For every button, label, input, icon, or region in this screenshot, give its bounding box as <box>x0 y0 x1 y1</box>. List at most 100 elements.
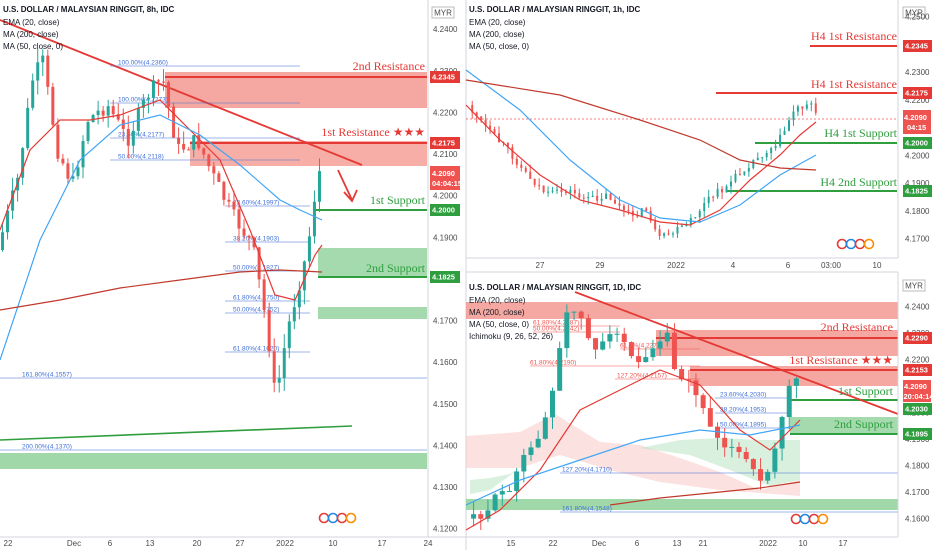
p3-candle <box>615 334 620 335</box>
p1-candle <box>318 171 321 202</box>
p2-candle <box>520 165 522 168</box>
undefined-x-tick: 17 <box>378 539 387 548</box>
p1-candle <box>288 321 291 348</box>
p3-r2-price-tag: 4.2290 <box>905 334 928 343</box>
p1-candle <box>283 348 286 378</box>
p1-candle <box>237 209 240 228</box>
p3-candle <box>665 333 670 342</box>
p3-candle <box>550 391 555 418</box>
p1-candle <box>102 111 105 116</box>
level-label-1h-4: H4 2nd Support <box>820 175 897 189</box>
p1-y-tick: 4.1200 <box>433 525 458 534</box>
p3-candle <box>780 417 785 449</box>
p3-candle <box>758 469 763 481</box>
level-label-1h-3: H4 1st Support <box>824 126 897 140</box>
panel-1d[interactable]: 61.80%(4.2387)50.00%(4.2342)61.8%(4.2273… <box>466 272 932 550</box>
p1-fib-label: 61.80%(4.1620) <box>233 346 279 353</box>
panel-1h[interactable]: H4 1st Resistance H4 1st Resistance H4 1… <box>466 0 932 272</box>
indicator-1h-3: MA (50, close, 0) <box>469 42 529 51</box>
p2-candle <box>494 129 496 133</box>
p2-candle <box>569 190 571 193</box>
p2-candle <box>627 210 629 211</box>
undefined-x-tick: 2022 <box>759 539 777 548</box>
indicator-1d-1: EMA (20, close) <box>469 296 526 305</box>
p1-y-tick: 4.1400 <box>433 441 458 450</box>
p3-candle <box>607 334 612 341</box>
panel-8h[interactable]: 100.00%(4.2360)100.00%(4.2273)23.60%(4.2… <box>0 0 466 548</box>
undefined-x-tick: 6 <box>108 539 113 548</box>
p1-candle <box>313 202 316 237</box>
p3-y-tick: 4.2400 <box>905 302 930 311</box>
p1-s2-price-tag: 4.1825 <box>432 273 455 282</box>
forecast-arrow <box>338 170 357 201</box>
p1-candle <box>147 98 150 100</box>
svg-text:MYR: MYR <box>434 9 452 18</box>
p1-candle <box>202 148 205 154</box>
undefined-x-tick: 22 <box>549 539 558 548</box>
undefined-x-tick: 6 <box>786 261 791 270</box>
indicator-1d-3: MA (50, close, 0) <box>469 320 529 329</box>
p3-r1-price-tag: 4.2153 <box>905 366 928 375</box>
p3-fib-label: 50.00%(4.1895) <box>720 422 766 429</box>
p2-candle <box>659 229 661 236</box>
p3-candle <box>579 312 584 318</box>
p2-candle <box>801 106 803 108</box>
event-flag-icon <box>801 515 810 524</box>
title-1h: U.S. DOLLAR / MALAYSIAN RINGGIT, 1h, IDC <box>469 5 640 14</box>
p1-candle <box>162 82 165 83</box>
undefined-x-tick: 2022 <box>276 539 294 548</box>
p3-candle <box>772 449 777 472</box>
p1-candle <box>248 236 251 238</box>
level-label-8h-r1: 1st Resistance ★★★ <box>321 125 425 139</box>
p1-candle <box>112 106 115 114</box>
p2-candle <box>605 194 607 199</box>
undefined-x-tick: 13 <box>673 539 682 548</box>
undefined-x-tick: 27 <box>236 539 245 548</box>
p1-candle <box>1 232 4 250</box>
p1-candle <box>137 108 140 131</box>
p3-fib-label: 23.60%(4.2030) <box>720 392 766 399</box>
indicator-8h-1: EMA (20, close) <box>3 18 60 27</box>
p2-candle <box>511 147 513 159</box>
p2-candle <box>721 189 723 192</box>
p3-candle <box>557 348 562 391</box>
p2-candle <box>668 233 670 234</box>
p2-candle <box>525 168 527 172</box>
p1-candle <box>227 200 230 202</box>
undefined-x-tick: 15 <box>507 539 516 548</box>
p1-fib-label: 50.00%(4.1752) <box>233 307 279 314</box>
p2-l2-price-tag: 4.2175 <box>905 89 928 98</box>
p3-candle <box>600 341 605 349</box>
p1-fib-label: 200.00%(4.1370) <box>22 444 72 451</box>
undefined-x-tick: 6 <box>635 539 640 548</box>
level-label-1d-s1: 1st Support <box>838 384 894 398</box>
p3-candle <box>507 491 512 492</box>
indicator-8h-2: MA (200, close) <box>3 30 59 39</box>
p2-candle <box>779 135 781 146</box>
p2-candle <box>538 185 540 186</box>
event-flag-icon <box>338 514 347 523</box>
p1-candle <box>182 144 185 150</box>
p2-candle <box>788 120 790 131</box>
p3-fib-label: 38.20%(4.1953) <box>720 407 766 414</box>
p2-candle <box>717 189 719 197</box>
undefined-x-tick: 29 <box>596 261 605 270</box>
p1-fib-label: 161.80%(4.1557) <box>22 372 72 379</box>
currency-badge-8h[interactable]: MYR <box>432 7 454 18</box>
p3-candle <box>643 357 648 362</box>
p1-y-tick: 4.1900 <box>433 233 458 242</box>
p2-candle <box>681 226 683 227</box>
p2-l4-price-tag: 4.1825 <box>905 187 928 196</box>
p3-candle <box>650 348 655 357</box>
p1-y-tick: 4.2400 <box>433 25 458 34</box>
title-1d: U.S. DOLLAR / MALAYSIAN RINGGIT, 1D, IDC <box>469 283 641 292</box>
undefined-x-tick: 10 <box>799 539 808 548</box>
p2-candle <box>534 179 536 185</box>
p1-fib-label: 100.00%(4.2360) <box>118 60 168 67</box>
currency-badge-1d[interactable]: MYR <box>903 280 925 291</box>
p1-fib-label: 50.00%(4.2118) <box>118 154 164 161</box>
p2-candle <box>623 206 625 210</box>
p3-candle <box>536 439 541 448</box>
p1-candle <box>293 307 296 321</box>
